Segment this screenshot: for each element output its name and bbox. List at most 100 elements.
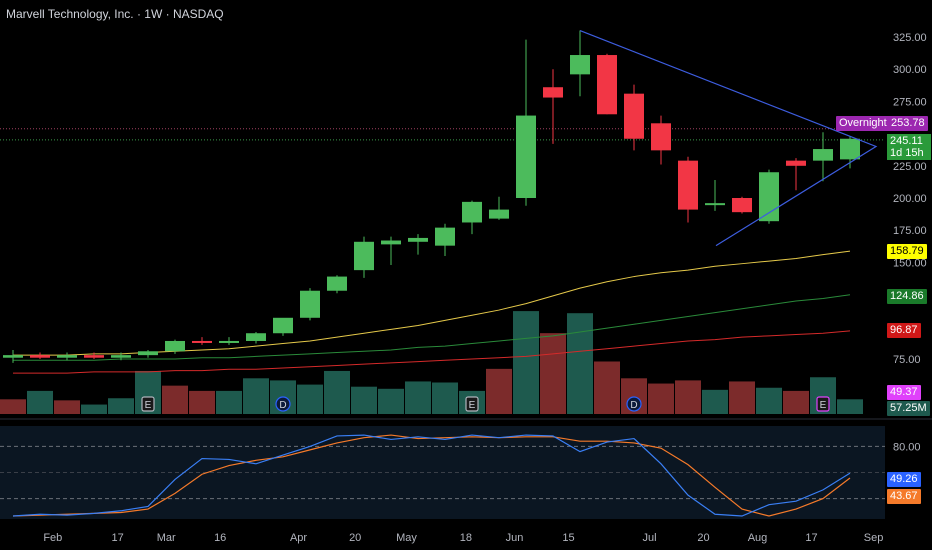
candle-body — [624, 93, 644, 139]
candle-body — [597, 55, 617, 115]
volume-ma-badge: 49.37 — [887, 385, 921, 400]
candle-body — [435, 227, 455, 246]
time-axis-label: 20 — [697, 532, 709, 544]
stoch-k-line — [12, 434, 851, 517]
candle-body — [111, 355, 131, 358]
ma-slow-line — [13, 330, 851, 374]
candle-body — [705, 203, 725, 206]
triangle-pattern — [579, 30, 878, 247]
candle-body — [408, 237, 428, 242]
price-axis-tick: 150.00 — [893, 257, 927, 269]
candle-body — [678, 160, 698, 210]
time-axis-label: Jul — [642, 532, 656, 544]
volume-bar — [648, 383, 674, 414]
volume-bar — [486, 368, 512, 414]
ma-fast-badge: 158.79 — [887, 244, 927, 259]
volume-bar — [324, 370, 350, 414]
candle-body — [219, 340, 239, 343]
ma-slow-badge: 96.87 — [887, 323, 921, 338]
candle-body — [30, 355, 50, 358]
candle-body — [273, 317, 293, 334]
volume-bar — [513, 311, 539, 414]
price-axis-tick: 175.00 — [893, 225, 927, 237]
candle-body — [138, 351, 158, 356]
volume-bar — [27, 390, 53, 414]
stoch-axis-tick: 80.00 — [893, 441, 921, 453]
price-axis-tick: 325.00 — [893, 32, 927, 44]
candle-body — [759, 172, 779, 222]
earnings-marker — [465, 396, 479, 412]
volume-bar — [729, 381, 755, 414]
volume-bar — [297, 384, 323, 414]
event-marker-label: E — [469, 400, 476, 411]
time-axis-label: May — [396, 532, 417, 544]
price-axis-tick: 275.00 — [893, 96, 927, 108]
time-axis-label: Feb — [43, 532, 62, 544]
dividend-marker — [626, 396, 642, 412]
time-axis-label: Mar — [157, 532, 176, 544]
price-axis-tick: 225.00 — [893, 161, 927, 173]
event-marker-label: D — [630, 400, 637, 411]
volume-bar — [756, 387, 782, 414]
time-axis-label: Apr — [290, 532, 307, 544]
volume-bar — [378, 388, 404, 414]
volume-bar — [783, 390, 809, 414]
stoch-k-badge: 49.26 — [887, 472, 921, 487]
candle-body — [651, 123, 671, 151]
time-axis-label: 15 — [562, 532, 574, 544]
time-axis-label: 18 — [460, 532, 472, 544]
volume-bar — [54, 400, 80, 414]
earnings-marker — [141, 396, 155, 412]
volume-bar — [675, 380, 701, 414]
candle-body — [3, 355, 23, 358]
price-axis-tick: 200.00 — [893, 193, 927, 205]
candle-body — [516, 115, 536, 198]
ma-fast-line — [13, 250, 851, 356]
overnight-badge: Overnight — [836, 116, 890, 131]
candle-body — [300, 290, 320, 318]
candle-body — [786, 160, 806, 166]
event-marker-label: E — [820, 400, 827, 411]
volume-bar — [567, 313, 593, 414]
last-price-badge: 245.11 1d 15h — [887, 134, 931, 160]
volume-bar — [108, 398, 134, 414]
overnight-price-badge: 253.78 — [888, 116, 928, 131]
time-axis-label: Sep — [864, 532, 884, 544]
candle-body — [732, 198, 752, 213]
volume-bar — [837, 399, 863, 414]
time-axis-label: 16 — [214, 532, 226, 544]
candle-body — [813, 149, 833, 161]
price-axis-tick: 300.00 — [893, 64, 927, 76]
candle-body — [327, 276, 347, 291]
dividend-marker — [275, 396, 291, 412]
event-marker-label: D — [279, 400, 286, 411]
volume-bar — [0, 399, 26, 414]
time-axis-label: Jun — [506, 532, 524, 544]
candle-body — [192, 340, 212, 343]
volume-bar — [243, 378, 269, 414]
last-price-value: 245.11 — [890, 135, 923, 147]
earnings-marker — [816, 396, 830, 412]
countdown-label: 1d 15h — [890, 147, 924, 159]
candle-body — [354, 241, 374, 271]
time-axis-label: 17 — [111, 532, 123, 544]
candle-body — [543, 87, 563, 98]
event-marker-label: E — [145, 400, 152, 411]
time-axis-label: 17 — [805, 532, 817, 544]
candle-body — [462, 201, 482, 223]
price-axis-tick: 75.00 — [893, 354, 921, 366]
stoch-d-badge: 43.67 — [887, 489, 921, 504]
volume-badge: 57.25M — [887, 401, 930, 416]
volume-bar — [216, 390, 242, 414]
candle-body — [246, 333, 266, 341]
time-axis-label: 20 — [349, 532, 361, 544]
overnight-label: Overnight — [839, 117, 887, 129]
volume-bar — [162, 385, 188, 414]
volume-bar — [405, 381, 431, 414]
volume-bar — [81, 404, 107, 414]
candle-body — [489, 209, 509, 219]
volume-bar — [702, 389, 728, 414]
time-axis-label: Aug — [748, 532, 768, 544]
ma-mid-line — [13, 294, 851, 361]
